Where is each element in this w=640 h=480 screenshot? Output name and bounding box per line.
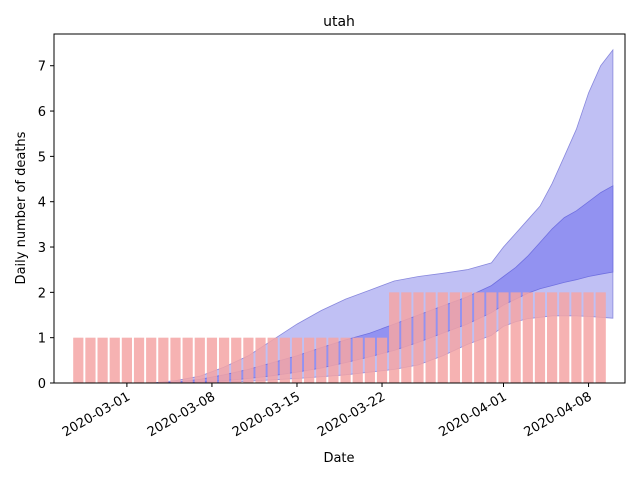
bar	[304, 337, 315, 383]
bar	[595, 292, 606, 383]
bar	[109, 337, 120, 383]
bar	[231, 337, 242, 383]
x-tick-label: 2020-03-15	[230, 389, 303, 440]
bar	[522, 292, 533, 383]
bar	[364, 337, 375, 383]
bar	[352, 337, 363, 383]
bar	[194, 337, 205, 383]
observed-bars	[73, 292, 606, 383]
bar	[218, 337, 230, 383]
y-tick-label: 5	[38, 150, 46, 165]
bar	[85, 337, 96, 383]
bar	[291, 337, 303, 383]
y-tick-label: 3	[38, 241, 46, 256]
bar	[97, 337, 108, 383]
x-tick-label: 2020-03-08	[145, 389, 218, 440]
bar	[133, 337, 145, 383]
y-tick-label: 7	[38, 60, 46, 75]
bar	[121, 337, 132, 383]
bar	[316, 337, 327, 383]
bar	[571, 292, 582, 383]
bar	[267, 337, 278, 383]
bar	[583, 292, 594, 383]
bar	[328, 337, 339, 383]
y-tick-label: 1	[38, 332, 46, 347]
bar	[170, 337, 181, 383]
bar	[73, 337, 84, 383]
chart-title: utah	[323, 14, 355, 30]
bar	[389, 292, 400, 383]
bar	[437, 292, 448, 383]
bar	[461, 292, 473, 383]
bar	[474, 292, 485, 383]
bar	[559, 292, 570, 383]
x-tick-label: 2020-03-01	[60, 389, 133, 440]
bar	[243, 337, 254, 383]
bar	[498, 292, 509, 383]
bar	[206, 337, 218, 383]
bar	[340, 337, 351, 383]
y-axis-label: Daily number of deaths	[14, 131, 29, 284]
bar	[449, 292, 461, 383]
x-tick-label: 2020-03-22	[315, 389, 388, 440]
bar	[279, 337, 290, 383]
bar	[510, 292, 521, 383]
plot-frame	[53, 33, 626, 384]
y-tick-label: 6	[38, 105, 46, 120]
bar	[401, 292, 412, 383]
x-tick-label: 2020-04-01	[437, 389, 510, 440]
x-axis-label: Date	[323, 451, 354, 466]
bar	[486, 292, 497, 383]
bar	[413, 292, 424, 383]
bar	[146, 337, 157, 383]
y-tick-label: 4	[38, 196, 46, 211]
bar	[425, 292, 436, 383]
bar	[158, 337, 169, 383]
bar	[547, 292, 558, 383]
x-tick-label: 2020-04-08	[522, 389, 595, 440]
bar	[376, 337, 388, 383]
y-axis: 0 1 2 3 4 5 6 7	[38, 60, 54, 392]
y-tick-label: 0	[38, 377, 46, 392]
y-tick-label: 2	[38, 286, 46, 301]
bar	[534, 292, 546, 383]
x-axis: 2020-03-01 2020-03-08 2020-03-15 2020-03-22…	[60, 383, 595, 440]
bar	[255, 337, 266, 383]
bar	[182, 337, 193, 383]
